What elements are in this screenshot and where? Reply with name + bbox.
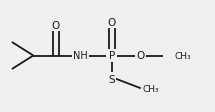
Text: S: S: [109, 74, 115, 84]
Text: CH₃: CH₃: [143, 84, 160, 93]
Text: O: O: [52, 21, 60, 31]
Text: O: O: [108, 17, 116, 27]
Text: CH₃: CH₃: [174, 52, 191, 60]
Text: O: O: [137, 51, 145, 61]
Text: P: P: [109, 51, 115, 61]
Text: NH: NH: [73, 51, 88, 61]
